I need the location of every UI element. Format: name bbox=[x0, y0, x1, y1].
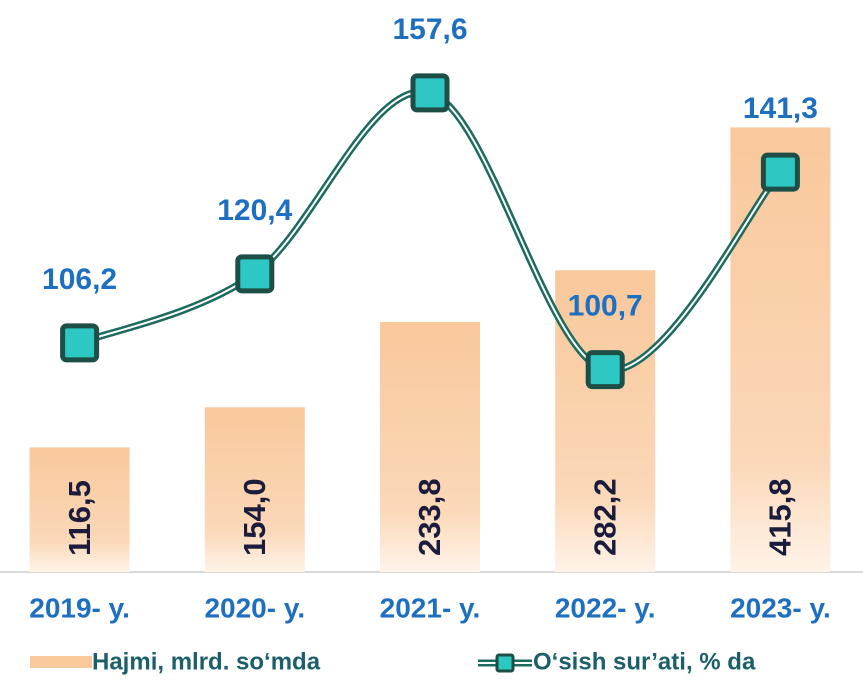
marker bbox=[60, 323, 100, 363]
bar-value-label: 233,8 bbox=[412, 478, 447, 556]
bar-value-label: 415,8 bbox=[763, 478, 798, 556]
legend-marker bbox=[495, 653, 515, 673]
line-value-label: 141,3 bbox=[743, 92, 818, 125]
bar bbox=[380, 322, 480, 572]
x-tick-label: 2019- y. bbox=[29, 592, 130, 623]
marker bbox=[585, 350, 625, 390]
x-tick-label: 2022- y. bbox=[555, 592, 656, 623]
marker bbox=[410, 73, 450, 113]
legend-label: O‘sish sur’ati, % da bbox=[533, 648, 756, 675]
x-tick-label: 2020- y. bbox=[204, 592, 305, 623]
line-value-label: 120,4 bbox=[217, 194, 292, 227]
line-value-label: 157,6 bbox=[392, 13, 467, 46]
bar bbox=[730, 127, 831, 573]
legend-swatch bbox=[30, 656, 92, 668]
x-tick-label: 2023- y. bbox=[730, 592, 831, 623]
bar-value-label: 282,2 bbox=[587, 478, 622, 556]
line-value-label: 106,2 bbox=[42, 263, 117, 296]
line-value-label: 100,7 bbox=[568, 290, 643, 323]
bar bbox=[204, 407, 305, 572]
marker bbox=[235, 254, 275, 294]
bar bbox=[555, 270, 656, 572]
bar-value-label: 154,0 bbox=[237, 478, 272, 556]
bar bbox=[29, 447, 130, 572]
legend-label: Hajmi, mlrd. so‘mda bbox=[92, 648, 321, 675]
x-tick-label: 2021- y. bbox=[380, 592, 481, 623]
marker bbox=[760, 152, 800, 192]
bar-value-label: 116,5 bbox=[62, 480, 97, 556]
